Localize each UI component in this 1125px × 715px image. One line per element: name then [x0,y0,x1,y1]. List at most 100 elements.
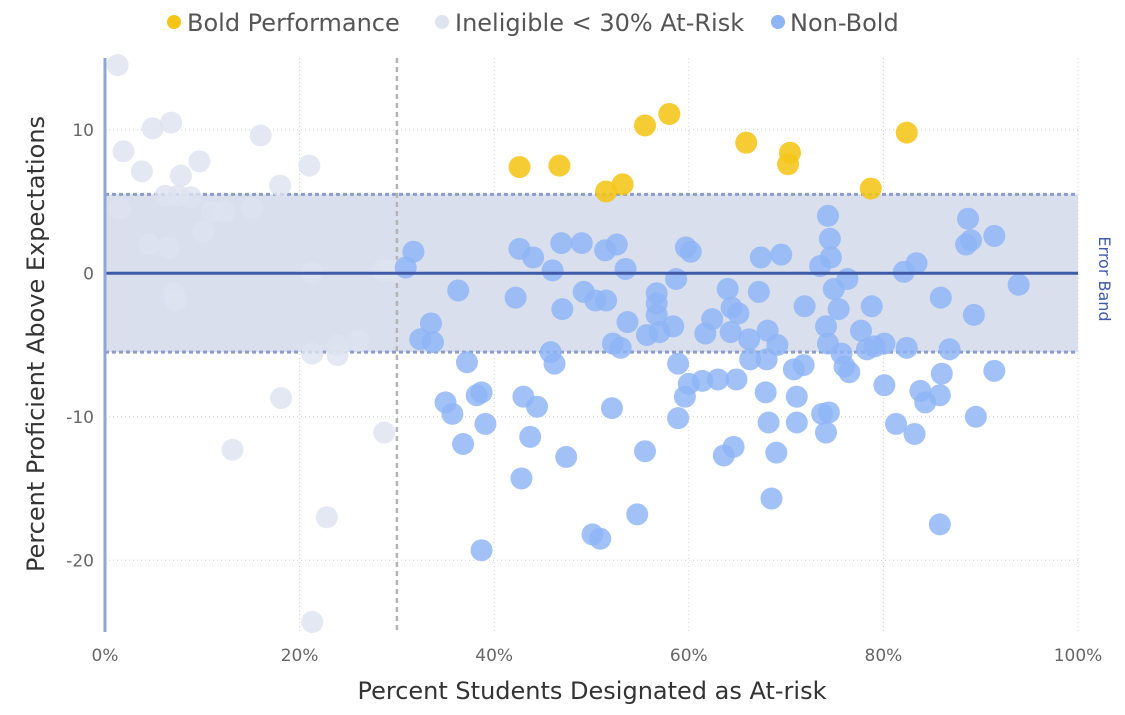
point-nonbold[interactable] [962,303,985,326]
point-ineligible[interactable] [221,438,244,461]
point-nonbold[interactable] [662,315,685,338]
point-nonbold[interactable] [634,440,657,463]
point-ineligible[interactable] [179,186,202,209]
point-nonbold[interactable] [817,401,840,424]
point-nonbold[interactable] [818,227,841,250]
point-nonbold[interactable] [600,397,623,420]
point-nonbold[interactable] [885,412,908,435]
point-nonbold[interactable] [850,319,873,342]
point-ineligible[interactable] [269,174,292,197]
point-nonbold[interactable] [903,422,926,445]
legend-item-ineligible[interactable]: Ineligible < 30% At-Risk [435,9,744,37]
point-nonbold[interactable] [543,352,566,375]
point-nonbold[interactable] [722,435,745,458]
point-nonbold[interactable] [1007,273,1030,296]
point-nonbold[interactable] [716,278,739,301]
point-nonbold[interactable] [665,267,688,290]
point-bold[interactable] [508,156,531,179]
point-nonbold[interactable] [765,441,788,464]
point-nonbold[interactable] [739,348,762,371]
point-nonbold[interactable] [470,381,493,404]
point-nonbold[interactable] [645,303,668,326]
point-ineligible[interactable] [137,233,160,256]
legend-item-nonbold[interactable]: Non-Bold [771,9,899,37]
point-ineligible[interactable] [108,197,131,220]
point-nonbold[interactable] [785,385,808,408]
point-bold[interactable] [735,131,758,154]
point-nonbold[interactable] [959,229,982,252]
point-ineligible[interactable] [270,387,293,410]
point-nonbold[interactable] [930,362,953,385]
point-nonbold[interactable] [757,411,780,434]
point-nonbold[interactable] [873,332,896,355]
point-nonbold[interactable] [725,368,748,391]
point-nonbold[interactable] [701,308,724,331]
point-ineligible[interactable] [373,421,396,444]
point-nonbold[interactable] [760,487,783,510]
point-nonbold[interactable] [793,295,816,318]
point-ineligible[interactable] [346,329,369,352]
point-nonbold[interactable] [570,232,593,255]
point-nonbold[interactable] [645,282,668,305]
point-ineligible[interactable] [315,506,338,529]
point-bold[interactable] [634,114,657,137]
point-nonbold[interactable] [964,405,987,428]
point-ineligible[interactable] [301,342,324,365]
point-nonbold[interactable] [402,240,425,263]
legend-item-bold[interactable]: Bold Performance [167,9,400,37]
point-bold[interactable] [548,154,571,177]
point-nonbold[interactable] [455,351,478,374]
point-nonbold[interactable] [873,374,896,397]
point-nonbold[interactable] [522,246,545,269]
point-nonbold[interactable] [474,412,497,435]
point-ineligible[interactable] [130,160,153,183]
point-nonbold[interactable] [551,298,574,321]
point-nonbold[interactable] [452,433,475,456]
point-nonbold[interactable] [519,425,542,448]
point-nonbold[interactable] [419,312,442,335]
point-ineligible[interactable] [249,124,272,147]
point-nonbold[interactable] [706,368,729,391]
point-nonbold[interactable] [526,395,549,418]
point-nonbold[interactable] [957,207,980,230]
point-nonbold[interactable] [836,267,859,290]
point-nonbold[interactable] [541,259,564,282]
point-bold[interactable] [658,102,681,125]
point-nonbold[interactable] [827,298,850,321]
point-bold[interactable] [859,177,882,200]
point-ineligible[interactable] [240,197,263,220]
point-nonbold[interactable] [626,503,649,526]
point-ineligible[interactable] [301,610,324,633]
point-nonbold[interactable] [589,527,612,550]
point-nonbold[interactable] [814,421,837,444]
point-nonbold[interactable] [928,513,951,536]
point-ineligible[interactable] [112,140,135,163]
point-ineligible[interactable] [188,150,211,173]
point-nonbold[interactable] [749,246,772,269]
point-ineligible[interactable] [106,54,129,77]
point-nonbold[interactable] [727,302,750,325]
point-nonbold[interactable] [679,240,702,263]
point-ineligible[interactable] [160,111,183,134]
point-bold[interactable] [778,141,801,164]
point-nonbold[interactable] [814,315,837,338]
point-nonbold[interactable] [819,246,842,269]
point-nonbold[interactable] [441,402,464,425]
point-nonbold[interactable] [928,384,951,407]
point-nonbold[interactable] [609,336,632,359]
point-nonbold[interactable] [504,286,527,309]
point-nonbold[interactable] [421,331,444,354]
point-bold[interactable] [895,121,918,144]
point-nonbold[interactable] [895,336,918,359]
point-nonbold[interactable] [905,252,928,275]
point-nonbold[interactable] [470,539,493,562]
point-nonbold[interactable] [860,295,883,318]
point-ineligible[interactable] [165,289,188,312]
point-nonbold[interactable] [447,279,470,302]
point-nonbold[interactable] [792,354,815,377]
point-nonbold[interactable] [555,445,578,468]
point-nonbold[interactable] [614,257,637,280]
point-ineligible[interactable] [169,164,192,187]
point-nonbold[interactable] [605,233,628,256]
point-nonbold[interactable] [766,334,789,356]
